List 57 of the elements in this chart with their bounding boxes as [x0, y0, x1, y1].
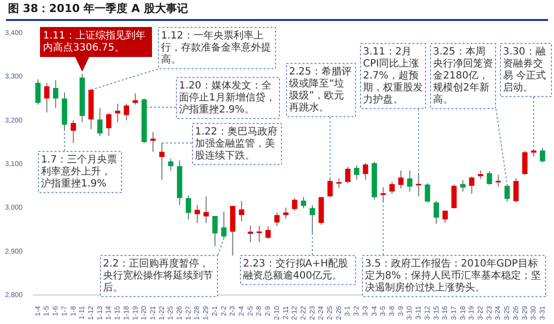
candlestick [513, 178, 519, 203]
candlestick [256, 226, 262, 243]
candlestick [221, 211, 227, 240]
annotation: 3.5：政府工作报告：2010年GDP目标定为8%；保持人民币汇率基本稳定；坚决遏制房价过快上涨势头。 [365, 258, 541, 294]
candlestick [336, 178, 342, 189]
candlestick [238, 200, 244, 222]
annotation: 3.25：本周央行净回笼资金2180亿，规模创2年新高。 [433, 46, 493, 106]
candlestick [354, 164, 360, 180]
candlestick [248, 225, 254, 243]
candlestick [362, 162, 368, 180]
annotation: 2.23：交行拟A+H配股融资总额逾400亿元。 [243, 258, 348, 282]
annotation: 2.2：正回购再度暂停，央行宽松操作将延续到节后。 [103, 258, 213, 294]
candlestick [486, 170, 492, 186]
candlestick [44, 82, 50, 113]
candlestick [52, 80, 58, 109]
candlestick [186, 194, 192, 220]
candlestick [424, 182, 430, 203]
candlestick [522, 150, 528, 176]
annotation: 3.30：融资融券交易 今正式启动。 [503, 46, 546, 94]
candlestick [292, 198, 298, 212]
candlestick [496, 174, 501, 188]
candlestick [106, 112, 112, 137]
chart-title: 图 38：2010 年一季度 A 股大事记 [6, 0, 548, 21]
candlestick [504, 184, 510, 202]
candlestick [203, 196, 209, 224]
candlestick [70, 120, 76, 144]
candlestick [274, 212, 280, 226]
candlestick [265, 226, 271, 240]
candlestick [114, 103, 120, 123]
candlestick [345, 166, 350, 184]
candlestick [35, 78, 41, 106]
candlestick [540, 148, 546, 163]
candlestick [194, 204, 200, 224]
candlestick [283, 207, 288, 220]
candlestick [159, 142, 165, 180]
candlestick [442, 210, 448, 224]
candlestick [300, 196, 306, 209]
annotation: 1.7：三个月央票利率意外上升，沪指重挫1.9% [41, 154, 117, 190]
annotation: 1.20：媒体发文：全面停止1月新增信贷，沪指重挫2.9%。 [179, 80, 276, 116]
annotation: 1.11：上证综指见到年内高点3306.75。 [43, 30, 146, 54]
annotation: 3.11：2月CPI同比上涨2.7%，超预期，权重股发力护盘。 [363, 46, 423, 106]
candlestick [124, 103, 130, 121]
candlestick [469, 176, 474, 194]
candlestick [389, 181, 395, 194]
candlestick [168, 158, 174, 172]
candlestick [451, 184, 457, 210]
candlestick [150, 132, 156, 152]
candlestick [97, 108, 103, 137]
candlestick [398, 170, 404, 189]
annotation: 1.12：一年央票利率上行，存款准备金率意外提高。 [161, 30, 271, 66]
candlestick [212, 215, 218, 247]
candlestick [132, 92, 138, 106]
annotation: 2.25：希腊评级或降至“垃圾级”，欧元再跳水。 [288, 66, 352, 114]
annotation: 1.22：奥巴马政府加强金融监管，美股连续下跌。 [195, 126, 278, 162]
candlestick [407, 170, 412, 192]
candlestick [460, 180, 466, 192]
candlestick [434, 200, 439, 224]
